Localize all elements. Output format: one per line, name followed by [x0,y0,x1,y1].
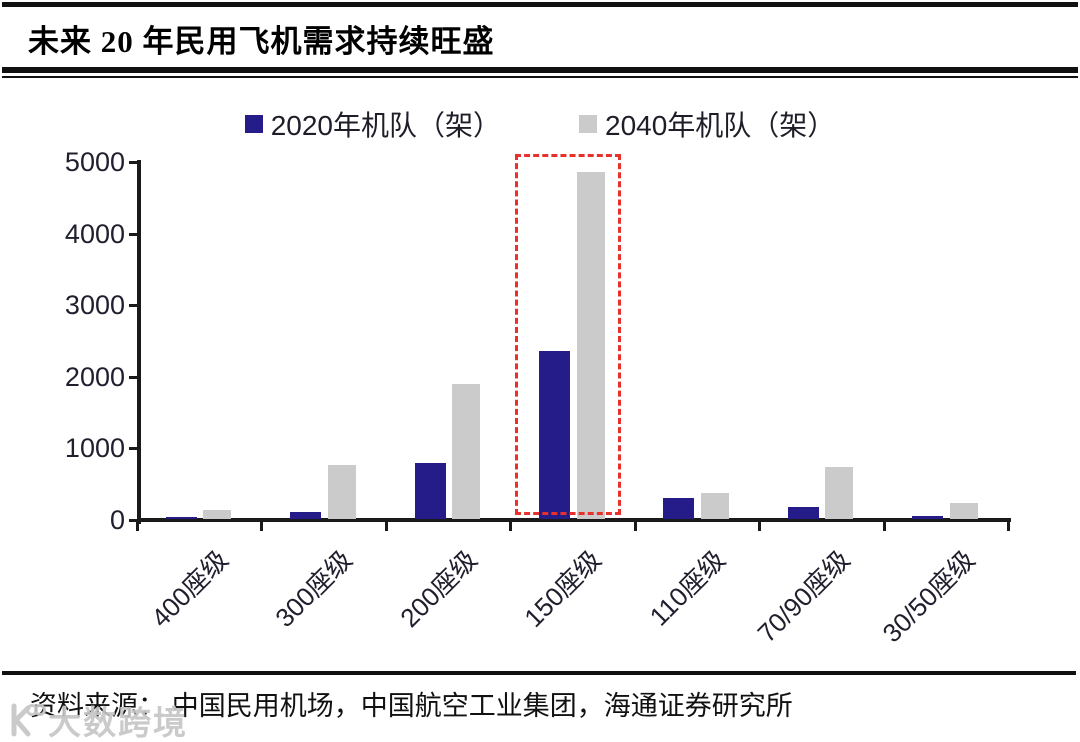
x-axis-tick [882,520,886,531]
x-axis-label: 400座级 [145,544,234,633]
legend-label-2040: 2040年机队（架） [605,110,836,141]
footer-rule [2,671,1076,675]
bar-2020-200座级 [414,463,446,519]
bar-2040-150座级 [576,172,605,519]
x-axis-tick [136,520,139,531]
y-tick-label: 3000 [64,290,125,321]
x-axis-label: 300座级 [269,544,359,633]
y-axis-tick [129,161,138,164]
x-axis-tick [633,520,637,531]
y-axis-tick [129,232,138,236]
legend-item-2040: 2040年机队（架） [579,104,835,144]
x-axis-line [137,518,1011,522]
bar-2040-200座级 [452,384,481,519]
bar-2020-300座级 [290,512,322,519]
x-axis-label: 200座级 [393,544,483,633]
legend-label-2020: 2020年机队（架） [270,110,501,141]
watermark-text: 大数跨境 [48,704,188,741]
x-axis-label: 70/90座级 [751,544,856,649]
y-axis-tick [129,375,138,379]
y-axis-line [137,160,141,524]
page-title: 未来 20 年民用飞机需求持续旺盛 [28,24,495,59]
bar-2040-300座级 [327,465,356,519]
watermark: 大数跨境 [6,696,188,742]
x-axis-label: 30/50座级 [876,544,981,649]
bar-2020-70/90座级 [787,507,819,519]
bar-2040-30/50座级 [949,503,978,519]
x-axis-label: 110座级 [644,544,732,632]
chart-legend: 2020年机队（架） 2040年机队（架） [0,104,1080,144]
watermark-logo-icon [11,703,46,737]
y-tick-label: 1000 [64,433,125,464]
y-axis-tick [129,519,138,522]
x-axis-tick [260,520,264,531]
legend-swatch-2020-icon [244,115,263,133]
bar-2020-30/50座级 [912,516,944,519]
y-tick-label: 0 [109,505,125,535]
y-axis-tick [129,447,138,451]
highlight-dashed-box [515,154,621,515]
bar-2040-110座级 [700,493,729,519]
bar-2040-400座级 [203,510,232,519]
y-tick-label: 2000 [64,361,125,392]
legend-swatch-2040-icon [579,115,597,133]
bar-2020-400座级 [165,517,197,519]
bar-2020-110座级 [663,498,695,519]
y-axis-tick [129,304,138,308]
y-tick-label: 4000 [64,218,125,249]
x-axis-tick [758,520,762,531]
title-underline-rule [2,67,1078,78]
source-note: 资料来源： 中国民用机场，中国航空工业集团，海通证券研究所 [30,691,793,721]
bar-2020-150座级 [539,351,570,519]
top-rule [2,2,1078,7]
legend-item-2020: 2020年机队（架） [244,104,501,144]
x-axis-label: 150座级 [518,544,608,633]
x-axis-tick [509,520,513,531]
x-axis-tick [384,520,388,531]
bar-2040-70/90座级 [825,467,854,519]
x-axis-tick [1007,520,1010,531]
y-tick-label: 5000 [64,147,125,177]
